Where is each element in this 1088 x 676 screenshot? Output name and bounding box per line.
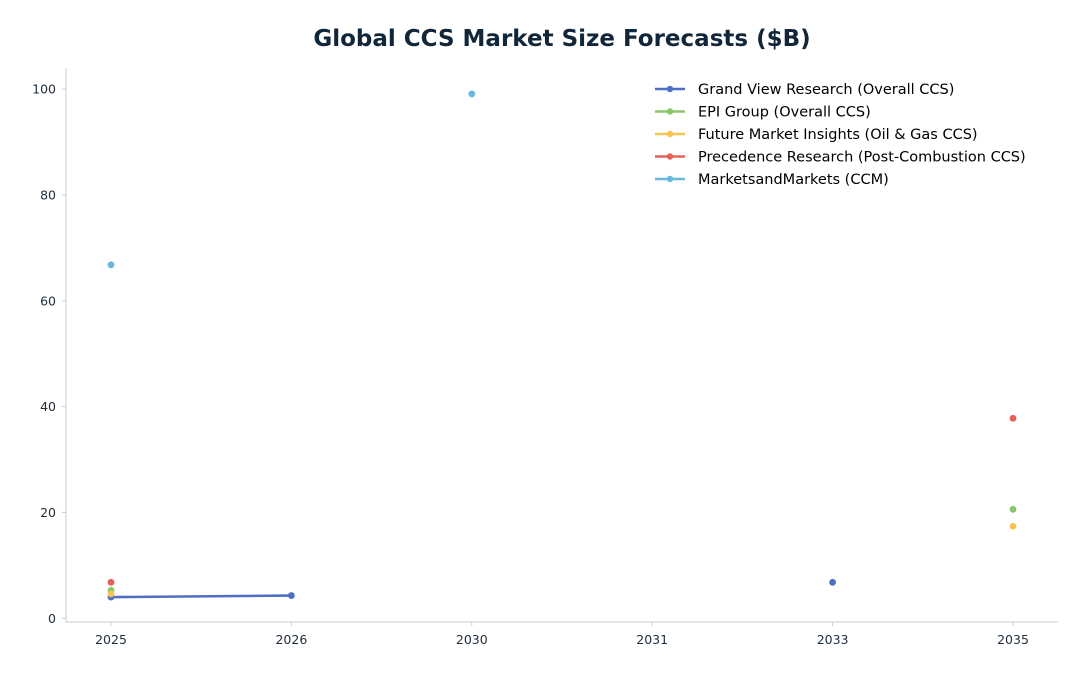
x-tick-label: 2025 bbox=[95, 632, 127, 647]
legend-label: MarketsandMarkets (CCM) bbox=[698, 172, 889, 188]
data-point bbox=[107, 261, 115, 269]
y-tick-label: 40 bbox=[40, 399, 56, 414]
series bbox=[107, 505, 1017, 594]
legend-swatch-marker bbox=[666, 108, 674, 115]
data-point bbox=[107, 578, 115, 586]
legend-label: Grand View Research (Overall CCS) bbox=[698, 82, 954, 98]
chart-title: Global CCS Market Size Forecasts ($B) bbox=[313, 26, 811, 52]
series-layer bbox=[107, 90, 1017, 601]
legend-label: EPI Group (Overall CCS) bbox=[698, 105, 871, 121]
legend-swatch-marker bbox=[666, 175, 674, 183]
x-tick-label: 2033 bbox=[817, 632, 849, 647]
y-tick-label: 100 bbox=[32, 82, 56, 97]
series-line bbox=[109, 594, 293, 599]
y-tick-label: 60 bbox=[40, 293, 56, 308]
x-tick-label: 2026 bbox=[275, 632, 307, 647]
legend-label: Precedence Research (Post-Combustion CCS… bbox=[698, 150, 1026, 166]
data-point bbox=[829, 578, 836, 586]
axes: 0 20 40 60 80 100 2025 2026 2030 2031 2033 2035 bbox=[32, 68, 1058, 647]
x-tick-label: 2030 bbox=[456, 632, 488, 647]
data-point bbox=[1009, 522, 1017, 530]
series bbox=[107, 522, 1017, 598]
data-point bbox=[288, 592, 295, 599]
data-point bbox=[1009, 505, 1017, 513]
legend-swatch-marker bbox=[666, 130, 674, 138]
y-tick-label: 0 bbox=[48, 611, 56, 626]
series bbox=[107, 578, 836, 601]
data-point bbox=[107, 590, 115, 598]
series bbox=[107, 414, 1017, 586]
x-tick-label: 2035 bbox=[997, 632, 1029, 647]
data-point bbox=[468, 90, 476, 98]
y-tick-label: 20 bbox=[40, 505, 56, 520]
legend-label: Future Market Insights (Oil & Gas CCS) bbox=[698, 127, 978, 143]
legend-swatch-marker bbox=[666, 85, 674, 93]
legend-swatch-marker bbox=[666, 153, 674, 160]
x-tick-label: 2031 bbox=[636, 632, 668, 647]
series bbox=[107, 90, 476, 269]
legend: Grand View Research (Overall CCS) EPI Gro… bbox=[655, 82, 1026, 188]
y-tick-label: 80 bbox=[40, 187, 56, 202]
data-point bbox=[1009, 414, 1017, 422]
